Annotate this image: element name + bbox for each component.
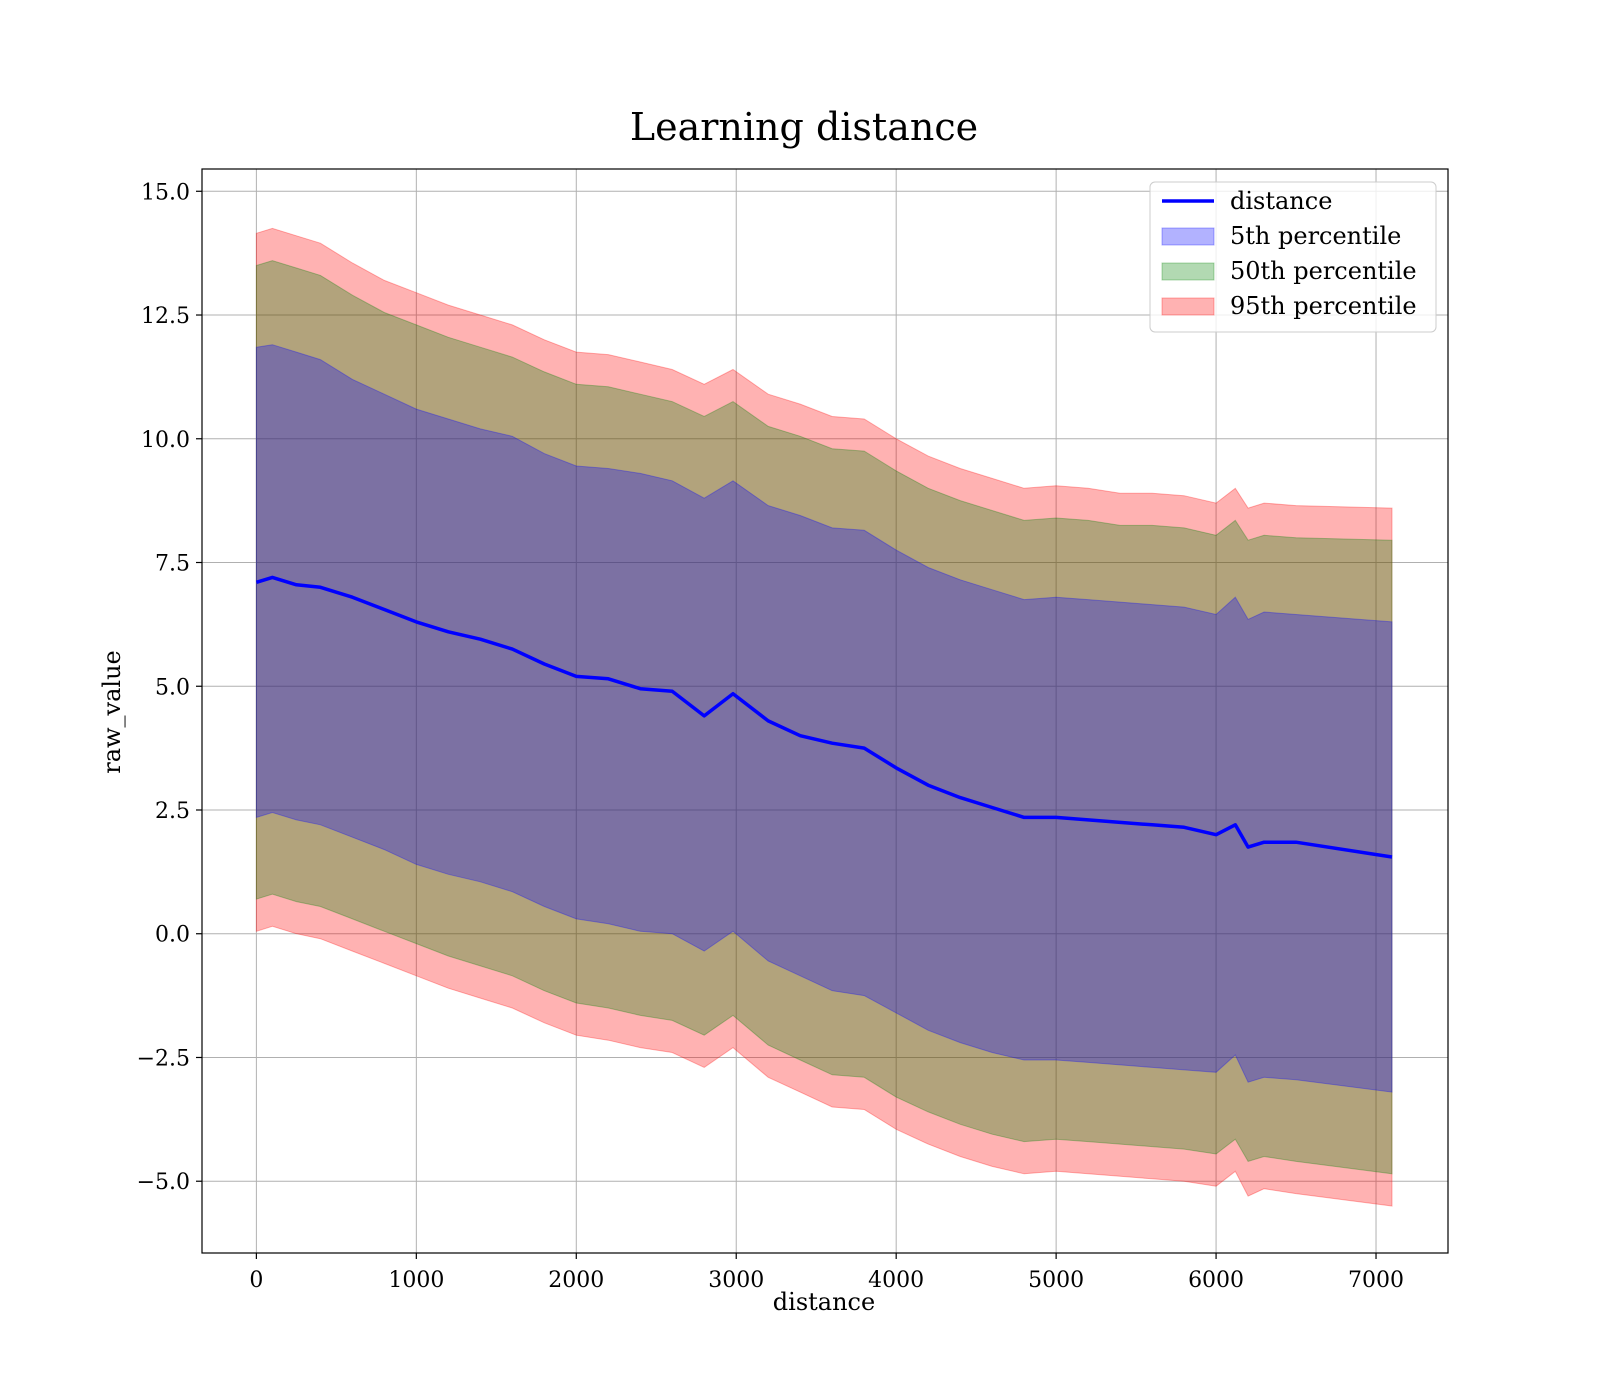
y-axis-ticks: −5.0 −2.5 0.0 2.5 5.0 7.5 10.0 12.5 15.0 bbox=[137, 180, 202, 1195]
y-tick-label: 5.0 bbox=[155, 675, 190, 700]
x-tick-label: 5000 bbox=[1028, 1268, 1084, 1293]
legend-label-distance: distance bbox=[1230, 187, 1332, 215]
y-tick-label: 7.5 bbox=[155, 552, 190, 577]
x-tick-label: 4000 bbox=[868, 1268, 924, 1293]
x-tick-label: 2000 bbox=[548, 1268, 604, 1293]
band-5th-percentile bbox=[255, 344, 1393, 1093]
legend-label-95th-percentile: 95th percentile bbox=[1230, 292, 1417, 320]
line-distance bbox=[255, 575, 1393, 859]
y-tick-label: 0.0 bbox=[155, 923, 190, 948]
x-tick-label: 7000 bbox=[1348, 1268, 1404, 1293]
y-axis-label: raw_value bbox=[98, 650, 126, 774]
legend-label-5th-percentile: 5th percentile bbox=[1230, 222, 1401, 250]
x-axis-label: distance bbox=[773, 1288, 875, 1316]
band-95th-percentile bbox=[255, 227, 1393, 1207]
x-axis-ticks: 0 1000 2000 3000 4000 5000 6000 7000 bbox=[249, 1253, 1404, 1293]
series-lines bbox=[255, 575, 1393, 859]
band-50th-percentile bbox=[255, 260, 1393, 1175]
y-tick-label: −2.5 bbox=[137, 1046, 190, 1071]
y-tick-label: 15.0 bbox=[141, 180, 190, 205]
chart-title: Learning distance bbox=[630, 105, 978, 149]
legend-swatch-95th-percentile bbox=[1161, 297, 1215, 316]
plot-frame bbox=[201, 168, 1449, 1254]
x-tick-label: 3000 bbox=[708, 1268, 764, 1293]
y-tick-label: 2.5 bbox=[155, 799, 190, 824]
y-tick-label: −5.0 bbox=[137, 1170, 190, 1195]
x-tick-label: 1000 bbox=[388, 1268, 444, 1293]
legend-label-50th-percentile: 50th percentile bbox=[1230, 257, 1417, 285]
legend-box bbox=[1149, 181, 1437, 333]
grid bbox=[202, 169, 1448, 1253]
percentile-bands bbox=[255, 227, 1393, 1207]
x-tick-label: 6000 bbox=[1188, 1268, 1244, 1293]
y-tick-label: 12.5 bbox=[141, 304, 190, 329]
legend-swatch-50th-percentile bbox=[1161, 262, 1215, 281]
x-tick-label: 0 bbox=[249, 1268, 263, 1293]
y-tick-label: 10.0 bbox=[141, 428, 190, 453]
legend: distance 5th percentile 50th percentile 95t… bbox=[1149, 181, 1437, 333]
legend-swatch-5th-percentile bbox=[1161, 227, 1215, 246]
